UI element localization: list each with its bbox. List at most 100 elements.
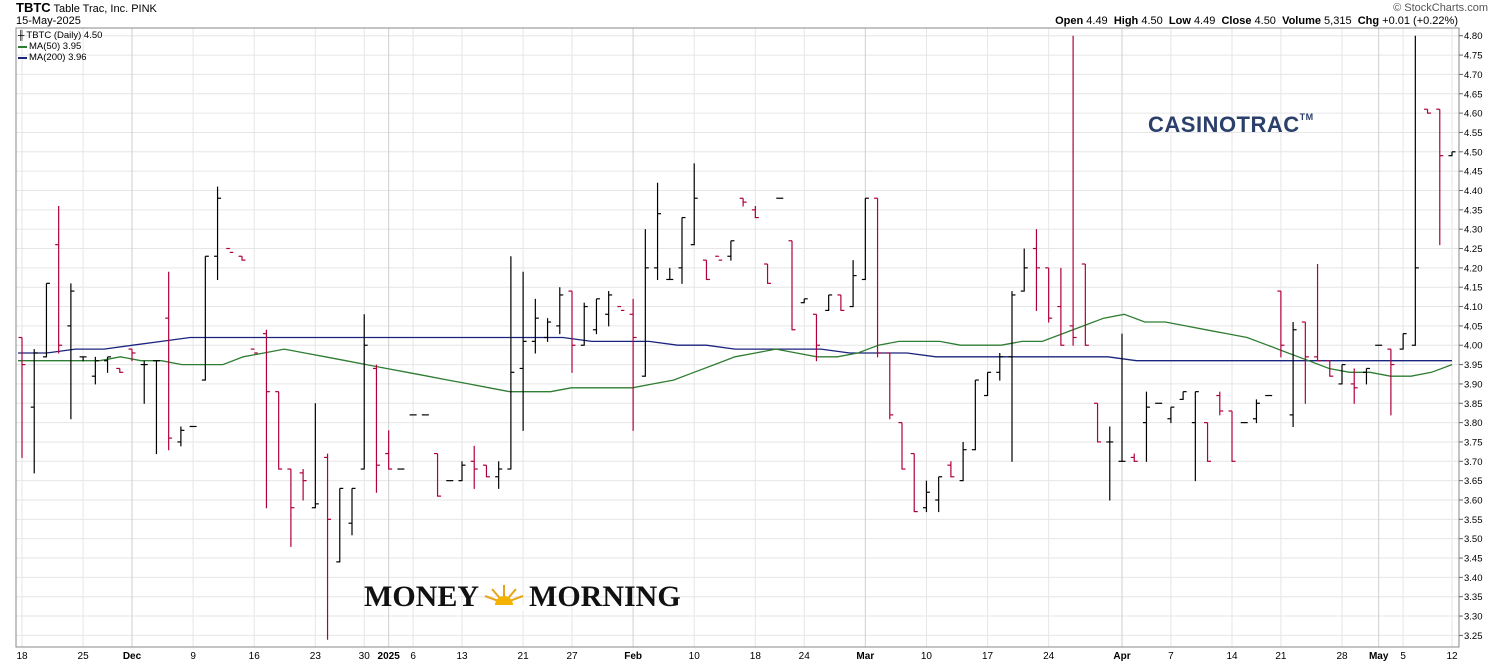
ohlc-bar	[678, 216, 686, 284]
ohlc-bar	[556, 287, 564, 335]
ohlc-bar	[776, 197, 784, 199]
ohlc-bar	[446, 480, 454, 482]
ohlc-bar	[1130, 453, 1138, 462]
ohlc-bar	[1142, 391, 1150, 462]
ohlc-bar	[1424, 108, 1432, 114]
ohlc-bar	[324, 453, 332, 640]
ohlc-bar	[1277, 290, 1285, 358]
ohlc-bar	[849, 260, 857, 308]
ohlc-bar	[470, 445, 478, 489]
casinotrac-logo: CASINOTRACTM	[1148, 112, 1314, 138]
y-tick-label: 4.75	[1464, 51, 1483, 62]
y-tick-label: 4.50	[1464, 147, 1483, 158]
x-tick-label: May	[1369, 651, 1389, 662]
ohlc-bar	[152, 360, 160, 455]
y-tick-label: 3.95	[1464, 360, 1483, 371]
y-tick-label: 3.85	[1464, 399, 1483, 410]
y-tick-label: 4.10	[1464, 302, 1483, 313]
ma200-layer	[18, 336, 1452, 362]
y-tick-label: 4.40	[1464, 186, 1483, 197]
y-tick-label: 4.30	[1464, 225, 1483, 236]
money-text: MONEY	[364, 580, 479, 613]
x-axis: 18 25 Dec 9 16 23 30 2025 6 13 21 27 Feb 10 18 24 Mar 10 1…	[16, 651, 1458, 662]
ohlc-bar	[1155, 402, 1163, 404]
x-tick-label: 17	[982, 651, 994, 662]
ma50-swatch	[18, 45, 27, 48]
y-tick-label: 4.60	[1464, 109, 1483, 120]
volume-label: Volume	[1282, 15, 1321, 27]
ohlc-bar	[666, 267, 674, 281]
ohlc-bar	[1228, 410, 1236, 462]
ohlc-bar	[214, 186, 222, 280]
ohlc-bar	[18, 336, 26, 458]
morning-text: MORNING	[529, 580, 681, 613]
ohlc-bar	[788, 240, 796, 331]
x-tick-label: 2025	[378, 651, 401, 662]
legend-ma200-label: MA(200) 3.96	[29, 52, 87, 63]
ohlc-bar	[739, 197, 747, 207]
ohlc-bar-icon: ╫	[18, 30, 25, 40]
ohlc-bar	[226, 247, 234, 253]
ohlc-bar	[874, 197, 882, 358]
x-tick-label: 16	[249, 651, 261, 662]
ma50-line	[18, 313, 1453, 393]
y-tick-label: 4.05	[1464, 321, 1483, 332]
y-tick-label: 3.50	[1464, 534, 1483, 545]
ohlc-bar	[702, 259, 710, 281]
ohlc-bar	[1216, 391, 1224, 416]
ohlc-bar	[1436, 108, 1444, 246]
y-tick-label: 3.80	[1464, 418, 1483, 429]
x-tick-label: 13	[456, 651, 468, 662]
ohlc-bar	[275, 391, 283, 470]
ohlc-bar	[1118, 333, 1126, 462]
ohlc-bar	[238, 255, 246, 261]
ohlc-bar	[1387, 348, 1395, 416]
ohlc-bar	[1289, 322, 1297, 427]
x-tick-label: Dec	[123, 651, 142, 662]
symbol-title: TBTC Table Trac, Inc. PINK	[16, 1, 157, 16]
y-tick-label: 4.65	[1464, 89, 1483, 100]
ohlc-bar	[984, 371, 992, 397]
ohlc-bar	[1252, 399, 1260, 424]
ohlc-bar	[861, 197, 869, 281]
ohlc-bar	[898, 422, 906, 470]
ohlc-bar	[800, 298, 808, 304]
x-tick-label: 10	[689, 651, 701, 662]
ohlc-bar	[1057, 267, 1065, 346]
ohlc-bar	[458, 461, 466, 482]
ohlc-bar	[116, 367, 124, 373]
chg-value: +0.01 (+0.22%)	[1382, 15, 1458, 27]
ohlc-bar	[287, 468, 295, 547]
ohlc-bar	[372, 364, 380, 493]
ohlc-bars	[18, 35, 1456, 640]
ma200-swatch	[18, 56, 27, 59]
ohlc-bar	[55, 205, 63, 354]
copyright-link[interactable]: © StockCharts.com	[1393, 2, 1488, 14]
ohlc-bar	[641, 229, 649, 377]
y-tick-label: 4.70	[1464, 70, 1483, 81]
y-tick-label: 4.80	[1464, 31, 1483, 42]
ohlc-bar	[996, 352, 1004, 381]
x-tick-label: 24	[1043, 651, 1055, 662]
y-tick-label: 4.45	[1464, 167, 1483, 178]
ohlc-bar	[1069, 35, 1077, 346]
x-tick-label: Feb	[624, 651, 642, 662]
ohlc-bar	[397, 468, 405, 470]
x-tick-label: 6	[410, 651, 416, 662]
x-tick-label: Mar	[856, 651, 874, 662]
ohlc-bar	[507, 256, 515, 470]
x-tick-label: 10	[921, 651, 933, 662]
ohlc-bar	[629, 298, 637, 431]
x-tick-label: 7	[1168, 651, 1174, 662]
ohlc-bar	[360, 314, 368, 470]
ohlc-bar	[544, 318, 552, 342]
exchange: PINK	[131, 3, 157, 15]
ohlc-bar	[1314, 263, 1322, 362]
grid-lines	[16, 28, 1459, 647]
ohlc-bar	[1191, 391, 1199, 482]
ohlc-bar	[812, 313, 820, 362]
legend-ma50-label: MA(50) 3.95	[29, 41, 82, 52]
ohlc-bar	[971, 379, 979, 451]
y-tick-label: 4.15	[1464, 283, 1483, 294]
